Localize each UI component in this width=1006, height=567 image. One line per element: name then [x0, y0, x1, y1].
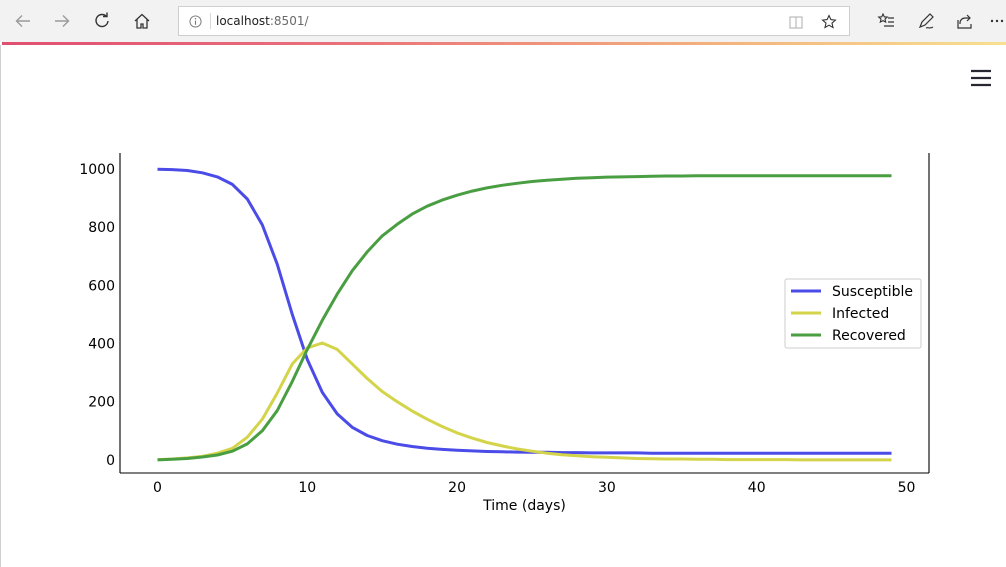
- url-rest: :8501/: [269, 14, 309, 28]
- x-tick-label: 0: [153, 480, 162, 496]
- forward-button[interactable]: [49, 8, 75, 34]
- chart-ticks: 0 10 20 30 40 50 0 200 400 600 800 1000: [79, 162, 915, 496]
- legend-label: Infected: [832, 306, 889, 322]
- x-axis-label: Time (days): [482, 498, 566, 514]
- url-text[interactable]: localhost:8501/: [216, 14, 309, 28]
- hamburger-menu-icon[interactable]: [968, 66, 994, 90]
- info-icon[interactable]: [189, 15, 202, 28]
- y-tick-label: 400: [88, 337, 115, 353]
- favorites-list-button[interactable]: [873, 8, 899, 34]
- app-header-decoration: [2, 42, 1006, 45]
- home-icon: [134, 13, 150, 29]
- legend-box: [784, 278, 922, 349]
- series-line-infected: [157, 341, 892, 462]
- y-tick-label: 200: [88, 395, 115, 411]
- legend-label: Recovered: [832, 328, 906, 344]
- refresh-icon: [95, 12, 109, 28]
- browser-toolbar: localhost:8501/: [0, 0, 1006, 42]
- favorites-list-icon: [877, 12, 894, 27]
- y-tick-label: 800: [88, 220, 115, 236]
- more-button[interactable]: [988, 8, 1006, 34]
- chart-series: [157, 167, 892, 462]
- chart-axes: [119, 153, 930, 474]
- pen-button[interactable]: [913, 8, 939, 34]
- favorite-star-icon[interactable]: [821, 14, 837, 30]
- y-tick-label: 600: [88, 278, 115, 294]
- url-host: localhost: [216, 14, 270, 28]
- legend-label: Susceptible: [832, 284, 913, 300]
- x-tick-label: 50: [898, 480, 916, 496]
- home-button[interactable]: [129, 8, 155, 34]
- series-line-susceptible: [157, 167, 892, 455]
- x-tick-label: 10: [298, 480, 316, 496]
- share-button[interactable]: [952, 8, 978, 34]
- back-icon: [15, 15, 30, 27]
- chart-legend: Susceptible Infected Recovered: [784, 278, 922, 349]
- series-line-recovered: [157, 174, 892, 462]
- x-tick-label: 40: [748, 480, 766, 496]
- y-tick-label: 0: [106, 453, 115, 469]
- pen-icon: [918, 13, 934, 29]
- share-icon: [957, 14, 972, 29]
- reading-view-icon[interactable]: [788, 14, 804, 30]
- address-separator: [210, 13, 211, 29]
- address-bar[interactable]: localhost:8501/: [178, 6, 850, 36]
- x-tick-label: 20: [448, 480, 466, 496]
- page-left-border: [0, 45, 1, 567]
- x-tick-label: 30: [598, 480, 616, 496]
- refresh-button[interactable]: [89, 8, 115, 34]
- back-button[interactable]: [10, 8, 36, 34]
- y-tick-label: 1000: [79, 162, 115, 178]
- forward-icon: [55, 15, 70, 27]
- more-icon: [990, 19, 1004, 23]
